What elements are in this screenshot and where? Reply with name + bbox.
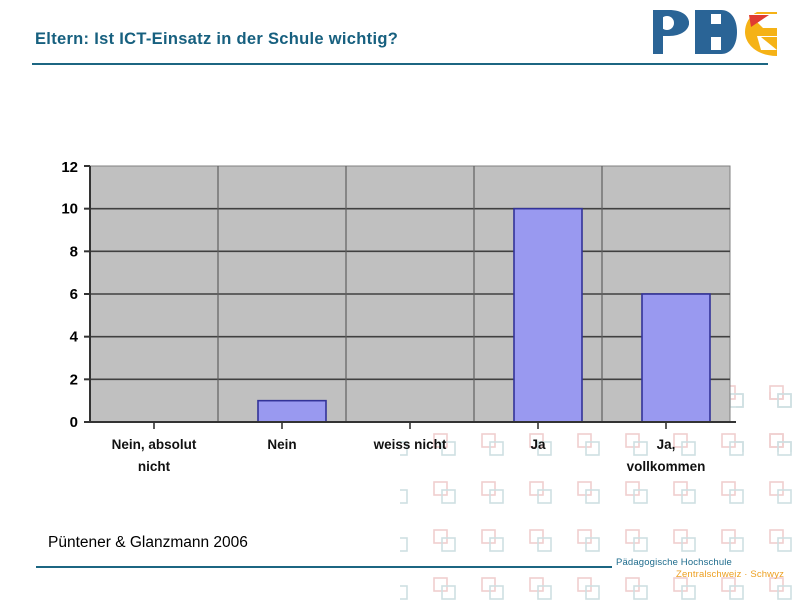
gridlines: [90, 207, 730, 381]
footer-divider: [36, 566, 612, 568]
ytick-8: 8: [70, 243, 78, 260]
bar-ja: [513, 207, 583, 423]
x-axis-category-labels: Nein, absolut nicht Nein weiss nicht Ja …: [112, 437, 706, 474]
ytick-2: 2: [70, 371, 78, 388]
category-separators: [217, 166, 603, 422]
footer-brand-line2: Zentralschweiz · Schwyz: [676, 568, 784, 580]
logo-letter-p: [653, 10, 689, 54]
logo-letter-h: [695, 10, 737, 54]
ytick-12: 12: [61, 159, 78, 176]
y-axis-tick-labels: 0 2 4 6 8 10 12: [61, 159, 78, 431]
cat-label-0-line1: nicht: [138, 459, 171, 474]
page-title: Eltern: Ist ICT-Einsatz in der Schule wi…: [35, 30, 399, 48]
bar-chart: 0 2 4 6 8 10 12 Nein, absolut nicht Nein…: [61, 159, 736, 474]
cat-label-4-line1: vollkommen: [627, 459, 706, 474]
ytick-6: 6: [70, 286, 78, 303]
citation-text: Püntener & Glanzmann 2006: [48, 534, 248, 551]
footer-brand-line1: Pädagogische Hochschule: [616, 557, 732, 568]
ytick-4: 4: [70, 329, 79, 346]
cat-label-3-line0: Ja: [530, 437, 546, 452]
header-divider: [32, 63, 768, 65]
logo-letter-z: [745, 12, 777, 56]
cat-label-0-line0: Nein, absolut: [112, 437, 197, 452]
bar-ja-vollkommen: [641, 293, 711, 423]
footer-brand: Pädagogische Hochschule Zentralschweiz ·…: [616, 557, 786, 581]
bar-nein: [257, 399, 327, 423]
phz-logo: [653, 10, 777, 56]
ytick-10: 10: [61, 201, 78, 218]
cat-label-4-line0: Ja,: [657, 437, 676, 452]
cat-label-2-line0: weiss nicht: [373, 437, 447, 452]
y-axis-ticks: [84, 165, 90, 423]
cat-label-1-line0: Nein: [267, 437, 296, 452]
x-axis-ticks: [153, 422, 667, 429]
ytick-0: 0: [70, 414, 78, 431]
